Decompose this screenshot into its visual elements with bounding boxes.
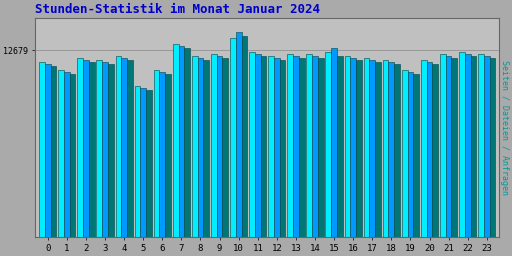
Bar [350, 58, 356, 237]
Text: Stunden-Statistik im Monat Januar 2024: Stunden-Statistik im Monat Januar 2024 [35, 3, 321, 16]
Bar [179, 46, 184, 237]
Bar [274, 58, 280, 237]
Bar [440, 54, 446, 237]
Bar [236, 32, 242, 237]
Bar [102, 62, 108, 237]
Y-axis label: Seiten / Dateien / Anfragen: Seiten / Dateien / Anfragen [500, 60, 509, 195]
Bar [154, 70, 159, 237]
Bar [116, 56, 121, 237]
Bar [446, 56, 452, 237]
Bar [217, 56, 222, 237]
Bar [484, 56, 489, 237]
Bar [383, 60, 389, 237]
Bar [83, 60, 89, 237]
Bar [318, 58, 324, 237]
Bar [192, 56, 198, 237]
Bar [408, 72, 413, 237]
Bar [184, 48, 190, 237]
Bar [375, 62, 381, 237]
Bar [369, 60, 375, 237]
Bar [255, 54, 261, 237]
Bar [465, 54, 471, 237]
Bar [356, 60, 362, 237]
Bar [121, 58, 127, 237]
Bar [77, 58, 83, 237]
Bar [432, 64, 438, 237]
Bar [421, 60, 426, 237]
Bar [249, 52, 255, 237]
Bar [337, 56, 343, 237]
Bar [299, 58, 305, 237]
Bar [203, 60, 209, 237]
Bar [478, 54, 484, 237]
Bar [402, 70, 408, 237]
Bar [173, 44, 179, 237]
Bar [261, 56, 266, 237]
Bar [45, 64, 51, 237]
Bar [127, 60, 133, 237]
Bar [198, 58, 203, 237]
Bar [331, 48, 337, 237]
Bar [364, 58, 369, 237]
Bar [64, 72, 70, 237]
Bar [39, 62, 45, 237]
Bar [312, 56, 318, 237]
Bar [293, 56, 299, 237]
Bar [230, 38, 236, 237]
Bar [426, 62, 432, 237]
Bar [51, 66, 56, 237]
Bar [389, 62, 394, 237]
Bar [165, 74, 171, 237]
Bar [459, 52, 465, 237]
Bar [222, 58, 228, 237]
Bar [413, 74, 419, 237]
Bar [96, 60, 102, 237]
Bar [394, 64, 400, 237]
Bar [326, 52, 331, 237]
Bar [140, 88, 146, 237]
Bar [345, 56, 350, 237]
Bar [58, 70, 64, 237]
Bar [471, 56, 476, 237]
Bar [280, 60, 285, 237]
Bar [108, 64, 114, 237]
Bar [135, 86, 140, 237]
Bar [159, 72, 165, 237]
Bar [146, 90, 152, 237]
Bar [489, 58, 495, 237]
Bar [211, 54, 217, 237]
Bar [268, 56, 274, 237]
Bar [452, 58, 457, 237]
Bar [287, 54, 293, 237]
Bar [89, 62, 95, 237]
Bar [306, 54, 312, 237]
Bar [70, 74, 75, 237]
Bar [242, 36, 247, 237]
